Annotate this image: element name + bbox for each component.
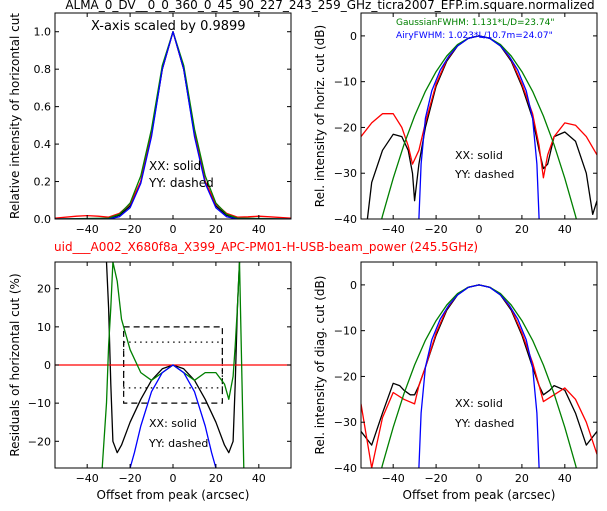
series-line-red [361,284,597,468]
legend-xx: XX: solid [455,149,503,162]
panel-bottom-right-diagonal-cut-db: −40 −20 0 20 40 0 −10 −20 −30 −40 Offset from peak… [313,261,598,502]
y-tick-label: −10 [28,397,51,410]
legend-yy: YY: dashed [148,176,214,190]
y-tick-label: 0.4 [34,138,52,151]
plot-lines [55,262,291,468]
x-tick-label: −40 [382,472,405,485]
y-axis-label: Relative intensity of horizontal cut [8,13,22,219]
series-line-blue [129,364,217,468]
x-tick-label: 40 [252,223,266,236]
x-tick-label: 20 [515,472,529,485]
x-tick-label: 0 [170,472,177,485]
series-line-red [55,31,291,219]
x-tick-label: 20 [209,223,223,236]
y-tick-label: −40 [334,213,357,226]
y-tick-label: 0 [350,30,357,43]
y-tick-label: −20 [334,370,357,383]
scale-annotation: X-axis scaled by 0.9899 [91,19,246,34]
y-tick-label: −20 [28,435,51,448]
x-tick-label: −20 [424,223,447,236]
legend-yy: YY: dashed [148,437,208,450]
series-line-black [55,31,291,219]
y-tick-label: 0.8 [34,63,52,76]
y-tick-label: 10 [37,321,51,334]
y-tick-label: 0 [350,279,357,292]
y-tick-label: −30 [334,416,357,429]
x-tick-label: 20 [515,223,529,236]
x-tick-label: 40 [558,472,572,485]
airy-fwhm-note: AiryFWHM: 1.023*L/10.7m=24.07" [396,31,553,41]
y-axis-label: Rel. intensity of horiz. cut (dB) [313,25,327,207]
y-tick-label: −10 [334,325,357,338]
plot-lines [361,35,597,219]
x-tick-label: −40 [76,472,99,485]
y-axis-label: Rel. intensity of diag. cut (dB) [313,276,327,455]
series-line-blue [418,284,540,468]
x-tick-label: −20 [118,223,141,236]
x-tick-label: 40 [558,223,572,236]
legend-yy: YY: dashed [454,417,514,430]
x-tick-label: −20 [118,472,141,485]
y-tick-label: −30 [334,167,357,180]
y-tick-label: 0.6 [34,101,52,114]
x-tick-label: −40 [76,223,99,236]
series-line-blue [55,31,291,219]
panel-top-right-horizontal-cut-db: −40 −20 0 20 40 0 −10 −20 −30 −40 Rel. intensity o… [313,12,598,236]
panel-bottom-left-residuals: −40 −20 0 20 40 20 10 0 −10 −20 Offset from peak (… [8,261,292,502]
figure-subtitle: uid___A002_X680f8a_X399_APC-PM01-H-USB-b… [54,240,478,254]
series-line-blue [418,35,540,219]
y-tick-label: 0.2 [34,176,52,189]
y-tick-label: −10 [334,76,357,89]
x-tick-label: −20 [424,472,447,485]
series-line-green [55,31,291,219]
legend-xx: XX: solid [149,417,197,430]
x-tick-label: 0 [476,472,483,485]
x-tick-label: −40 [382,223,405,236]
panel-top-left-horizontal-cut: −40 −20 0 20 40 0.0 0.2 0.4 0.6 0.8 1.0 Relative in… [8,12,292,236]
y-tick-label: 0.0 [34,213,52,226]
plot-lines [361,284,597,468]
y-tick-label: 1.0 [34,26,52,39]
legend-xx: XX: solid [455,397,503,410]
figure-title: ALMA_0_DV__0_0_360_0_45_90_227_243_259_G… [65,0,594,12]
axes-frame [360,12,598,220]
plot-lines [55,31,291,219]
x-axis-label: Offset from peak (arcsec) [97,488,250,502]
y-tick-label: 0 [44,359,51,372]
x-tick-label: 40 [252,472,266,485]
x-tick-label: 20 [209,472,223,485]
legend-yy: YY: dashed [454,168,514,181]
y-tick-label: 20 [37,283,51,296]
axes-frame [360,261,598,469]
x-tick-label: 0 [476,223,483,236]
x-axis-label: Offset from peak (arcsec) [403,488,556,502]
legend-xx: XX: solid [149,159,201,173]
y-tick-label: −40 [334,462,357,475]
x-tick-label: 0 [170,223,177,236]
y-tick-label: −20 [334,121,357,134]
gaussian-fwhm-note: GaussianFWHM: 1.131*L/D=23.74" [396,18,554,28]
y-axis-label: Residuals of horizontal cut (%) [8,273,22,456]
